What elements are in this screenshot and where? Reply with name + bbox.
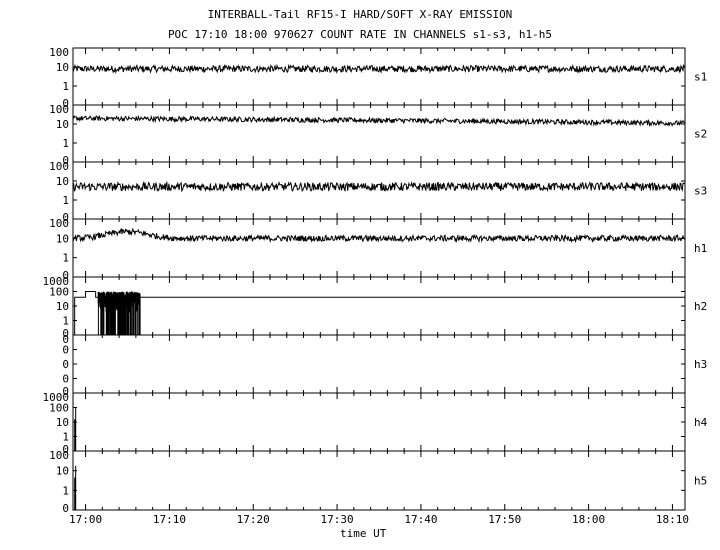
y-tick-label-h4: 10 <box>56 416 69 429</box>
y-tick-label-h3: 0 <box>62 358 69 371</box>
y-tick-label-h3: 0 <box>62 333 69 346</box>
series-line-h1 <box>72 227 686 244</box>
y-tick-label-s2: 0 <box>62 154 69 167</box>
series-spike-h5 <box>74 465 77 510</box>
channel-label-h4: h4 <box>694 416 708 429</box>
series-line-s2 <box>72 114 686 127</box>
y-tick-label-h2: 1000 <box>43 275 70 288</box>
panel-frame-s2 <box>72 104 686 163</box>
y-tick-label-h5: 100 <box>49 449 69 462</box>
channel-label-h5: h5 <box>694 475 707 488</box>
y-tick-label-h5: 1 <box>62 484 69 497</box>
series-line-h2 <box>74 291 685 335</box>
y-tick-label-h2: 10 <box>56 300 69 313</box>
y-tick-label-h3: 0 <box>62 385 69 398</box>
y-tick-label-h2: 0 <box>62 327 69 340</box>
x-axis-label: time UT <box>340 527 387 540</box>
y-tick-label-h3: 0 <box>62 373 69 386</box>
panel-frame-h5 <box>72 450 686 511</box>
series-burst-h2 <box>97 291 141 335</box>
y-tick-label-s3: 0 <box>62 211 69 224</box>
y-tick-label-h4: 100 <box>49 402 69 415</box>
y-tick-label-h1: 10 <box>56 232 69 245</box>
y-tick-label-s2: 100 <box>49 103 69 116</box>
y-tick-label-s3: 100 <box>49 160 69 173</box>
y-tick-label-h5: 10 <box>56 465 69 478</box>
x-tick-label: 17:40 <box>404 513 437 526</box>
y-tick-label-h1: 100 <box>49 217 69 230</box>
y-tick-label-s2: 10 <box>56 118 69 131</box>
channel-label-h1: h1 <box>694 242 707 255</box>
channel-label-h3: h3 <box>694 358 707 371</box>
y-tick-label-s1: 0 <box>62 97 69 110</box>
x-tick-label: 17:10 <box>153 513 186 526</box>
x-tick-label: 18:00 <box>572 513 605 526</box>
channel-label-h2: h2 <box>694 300 707 313</box>
y-tick-label-h1: 1 <box>62 252 69 265</box>
y-tick-label-h2: 1 <box>62 315 69 328</box>
series-line-s1 <box>72 63 686 75</box>
y-tick-label-s3: 1 <box>62 194 69 207</box>
y-tick-label-s2: 1 <box>62 137 69 150</box>
y-tick-label-h1: 0 <box>62 269 69 282</box>
x-tick-label: 17:50 <box>488 513 521 526</box>
y-tick-label-s1: 10 <box>56 61 69 74</box>
panel-frame-s3 <box>72 161 686 220</box>
panel-frame-h1 <box>72 218 686 278</box>
chart-title: INTERBALL-Tail RF15-I HARD/SOFT X-RAY EM… <box>207 8 513 21</box>
x-tick-label: 18:10 <box>656 513 689 526</box>
y-tick-label-h5: 0 <box>62 502 69 515</box>
panel-frame-h4 <box>72 392 686 452</box>
x-tick-label: 17:30 <box>321 513 354 526</box>
panel-frame-h3 <box>72 334 686 394</box>
channel-label-s1: s1 <box>694 71 707 84</box>
chart-subtitle: POC 17:10 18:00 970627 COUNT RATE IN CHA… <box>167 28 553 41</box>
series-spike-h4 <box>74 407 77 451</box>
y-tick-label-h4: 0 <box>62 443 69 456</box>
y-tick-label-s3: 10 <box>56 175 69 188</box>
series-line-s3 <box>72 180 686 193</box>
panel-frame-h2 <box>72 276 686 336</box>
y-tick-label-h4: 1 <box>62 431 69 444</box>
channel-label-s3: s3 <box>694 185 707 198</box>
panel-frame-s1 <box>72 47 686 106</box>
y-tick-label-h2: 100 <box>49 286 69 299</box>
x-tick-label: 17:20 <box>237 513 270 526</box>
x-tick-label: 17:00 <box>69 513 102 526</box>
y-tick-label-s1: 100 <box>49 46 69 59</box>
y-tick-label-h4: 1000 <box>43 391 70 404</box>
y-tick-label-s1: 1 <box>62 80 69 93</box>
channel-label-s2: s2 <box>694 128 707 141</box>
y-tick-label-h3: 0 <box>62 344 69 357</box>
